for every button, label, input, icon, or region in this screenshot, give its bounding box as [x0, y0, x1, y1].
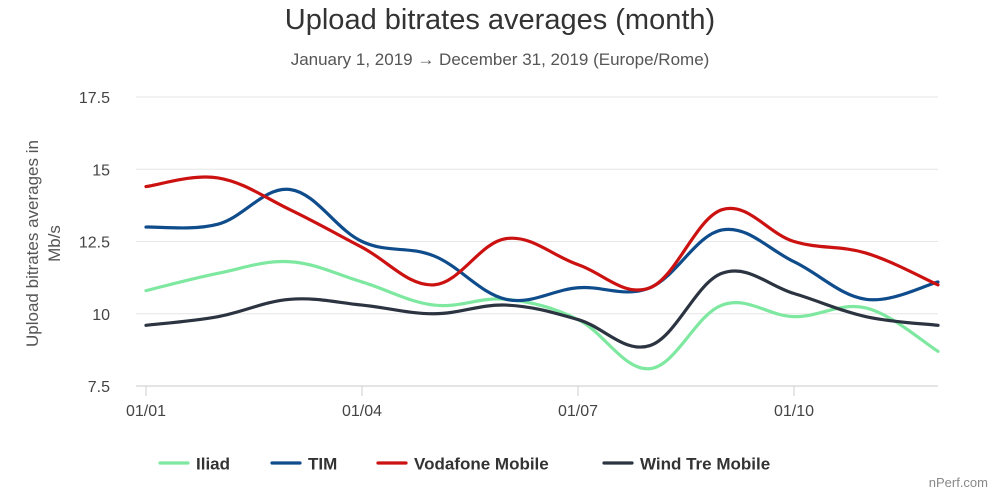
- series-line-vodafone-mobile[interactable]: [144, 175, 940, 292]
- series-line-tim[interactable]: [144, 187, 940, 303]
- x-tick-label: 01/04: [342, 403, 382, 420]
- legend-label: Wind Tre Mobile: [640, 455, 770, 474]
- legend-item-vodafone-mobile[interactable]: Vodafone Mobile: [376, 455, 549, 474]
- x-tick-label: 01/01: [126, 403, 166, 420]
- y-tick-label: 7.5: [88, 379, 110, 396]
- legend-label: Vodafone Mobile: [414, 455, 549, 474]
- y-axis-title: Upload bitrates averages in Mb/s: [23, 140, 64, 347]
- x-tick-label: 01/07: [558, 403, 598, 420]
- chart-title: Upload bitrates averages (month): [284, 4, 716, 36]
- y-tick-label: 17.5: [79, 90, 110, 107]
- series-line-iliad[interactable]: [144, 259, 940, 371]
- y-tick-label: 10: [92, 307, 110, 324]
- x-axis: 01/01 01/04 01/07 01/10: [126, 386, 814, 420]
- legend-label: Iliad: [196, 455, 230, 474]
- credit-label: nPerf.com: [928, 475, 988, 490]
- series-lines[interactable]: [144, 175, 940, 371]
- legend-item-tim[interactable]: TIM: [270, 455, 337, 474]
- gridlines: [136, 96, 938, 387]
- legend-item-iliad[interactable]: Iliad: [158, 455, 230, 474]
- x-tick-label: 01/10: [774, 403, 814, 420]
- legend[interactable]: Iliad TIM Vodafone Mobile Wind Tre Mobile: [158, 455, 770, 474]
- series-line-wind-tre-mobile[interactable]: [144, 269, 940, 349]
- y-axis: 7.5 10 12.5 15 17.5: [79, 90, 110, 396]
- y-tick-label: 12.5: [79, 235, 110, 252]
- chart-subtitle: January 1, 2019 → December 31, 2019 (Eur…: [290, 50, 710, 69]
- y-tick-label: 15: [92, 162, 110, 179]
- legend-item-wind-tre-mobile[interactable]: Wind Tre Mobile: [602, 455, 770, 474]
- legend-label: TIM: [308, 455, 337, 474]
